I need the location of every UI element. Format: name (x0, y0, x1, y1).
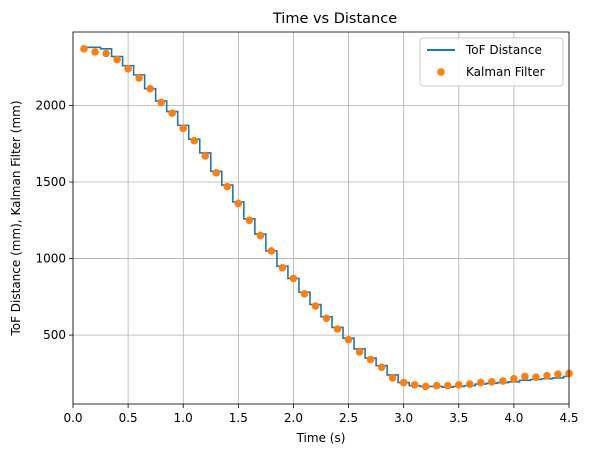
legend-swatch-kalman-filter (437, 68, 445, 76)
kalman-filter-point (190, 136, 199, 145)
kalman-filter-point (201, 152, 210, 160)
kalman-filter-point (521, 372, 529, 381)
kalman-filter-point (146, 84, 154, 93)
kalman-filter-point (113, 55, 121, 64)
kalman-filter-point (80, 45, 88, 53)
x-tick-label: 0.0 (63, 411, 82, 425)
x-tick-label: 3.5 (449, 411, 468, 425)
kalman-filter-point (355, 348, 364, 356)
kalman-filter-point (300, 289, 309, 298)
legend: ToF Distance Kalman Filter (419, 37, 564, 87)
kalman-filter-point (91, 48, 99, 56)
x-tick-label: 4.5 (559, 411, 578, 425)
kalman-filter-point (267, 247, 276, 255)
kalman-filter-point (245, 216, 254, 225)
kalman-filter-point (466, 380, 474, 388)
legend-label-kalman-filter: Kalman Filter (466, 65, 545, 79)
kalman-filter-point (377, 363, 386, 372)
x-tick-label: 4.0 (504, 411, 523, 425)
kalman-filter-point (454, 381, 463, 389)
x-ticks: 0.0 0.5 1.0 1.5 2.0 2.5 3.0 3.5 4.0 4.5 (63, 404, 579, 425)
kalman-filter-point (157, 98, 165, 107)
kalman-filter-point (102, 49, 110, 58)
tof-distance-line (84, 46, 569, 388)
kalman-filter-point (554, 370, 562, 378)
y-tick-label: 2000 (35, 98, 66, 112)
kalman-filter-point (333, 325, 342, 333)
y-ticks: 500 1000 1500 2000 (35, 98, 73, 342)
kalman-filter-point (532, 373, 540, 382)
x-tick-label: 1.0 (174, 411, 193, 425)
chart-title: Time vs Distance (272, 11, 397, 27)
x-tick-label: 0.5 (119, 411, 138, 425)
y-tick-label: 500 (43, 328, 66, 342)
kalman-filter-point (234, 199, 243, 208)
kalman-filter-point (499, 377, 507, 385)
kalman-filter-point (488, 378, 496, 386)
kalman-filter-point (477, 378, 485, 387)
y-tick-label: 1000 (35, 252, 66, 266)
plot-frame (72, 31, 570, 405)
kalman-filter-point (223, 182, 232, 191)
kalman-filter-point (543, 371, 551, 380)
kalman-filter-point (322, 314, 331, 323)
y-axis-label: ToF Distance (mm), Kalman Filter (mm) (9, 100, 23, 336)
kalman-filter-point (256, 231, 265, 240)
kalman-filter-point (311, 302, 320, 310)
legend-frame (419, 37, 564, 87)
kalman-filter-point (388, 374, 397, 382)
kalman-filter-point (510, 374, 518, 383)
kalman-filter-point (179, 124, 188, 133)
kalman-filter-point (410, 381, 419, 389)
x-tick-label: 2.5 (339, 411, 358, 425)
kalman-filter-point (212, 169, 221, 177)
x-tick-label: 2.0 (284, 411, 303, 425)
x-axis-label: Time (s) (296, 431, 346, 445)
kalman-filter-point (168, 109, 176, 117)
kalman-filter-point (124, 64, 132, 73)
legend-label-tof-distance: ToF Distance (465, 43, 542, 57)
x-tick-label: 3.0 (394, 411, 413, 425)
kalman-filter-point (443, 381, 452, 390)
x-tick-label: 1.5 (229, 411, 248, 425)
kalman-filter-point (289, 274, 298, 283)
kalman-filter-point (344, 335, 353, 344)
series-layer (80, 45, 573, 391)
kalman-filter-point (421, 382, 430, 391)
kalman-filter-point (399, 378, 408, 387)
kalman-filter-point (135, 74, 143, 82)
kalman-filter-point (432, 381, 441, 390)
y-tick-label: 1500 (35, 175, 66, 189)
grid (72, 32, 570, 404)
kalman-filter-point (278, 263, 287, 272)
kalman-filter-point (366, 355, 375, 364)
